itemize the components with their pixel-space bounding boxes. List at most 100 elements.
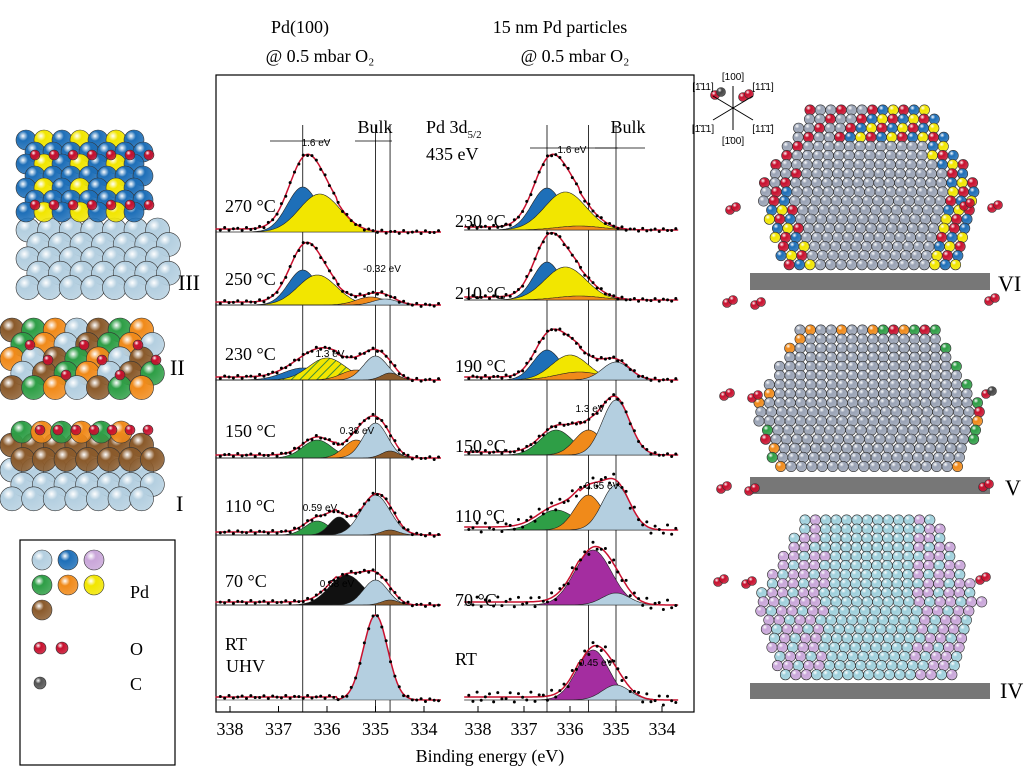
data-point [509, 598, 512, 601]
atom [914, 597, 924, 607]
data-point [228, 375, 231, 378]
data-point [345, 356, 348, 359]
atom [936, 178, 946, 188]
atom [816, 416, 826, 426]
data-point [554, 508, 557, 511]
data-point [587, 553, 590, 556]
atom [38, 276, 62, 300]
data-point [385, 425, 388, 428]
atom [913, 241, 923, 251]
data-point [223, 375, 226, 378]
atom [869, 461, 879, 471]
atom [813, 624, 823, 634]
data-point [505, 697, 508, 700]
atom [874, 178, 884, 188]
data-point [280, 367, 283, 370]
atom [820, 597, 830, 607]
data-point [505, 600, 508, 603]
atom [914, 443, 924, 453]
data-point [389, 434, 392, 437]
data-point [219, 695, 222, 698]
atom [143, 425, 153, 435]
data-point [354, 295, 357, 298]
atom [933, 205, 943, 215]
atom [844, 187, 854, 197]
direction-label: [1̄00] [722, 136, 744, 147]
x-axis-label: Binding energy (eV) [416, 746, 565, 767]
atom [913, 588, 923, 598]
atom [860, 407, 870, 417]
data-point [258, 530, 261, 533]
data-point [389, 507, 392, 510]
atom [824, 660, 834, 670]
atom [959, 223, 969, 233]
data-point [276, 601, 279, 604]
data-point [525, 445, 528, 448]
data-point [267, 296, 270, 299]
data-point [306, 242, 309, 245]
atom [769, 633, 779, 643]
atom [969, 187, 979, 197]
data-point [517, 370, 520, 373]
atom [942, 250, 952, 260]
atom [900, 461, 910, 471]
atom [889, 398, 899, 408]
data-point [654, 227, 657, 230]
atom [798, 205, 808, 215]
atom [833, 434, 843, 444]
data-point [354, 515, 357, 518]
annotation: 0.65 eV [585, 481, 620, 492]
data-point [509, 375, 512, 378]
data-point [219, 377, 222, 380]
atom [801, 670, 811, 680]
data-point [380, 350, 383, 353]
atom [884, 670, 894, 680]
atom [910, 398, 920, 408]
atom [79, 340, 89, 350]
data-point [467, 528, 470, 531]
data-point [245, 602, 248, 605]
data-point [550, 689, 553, 692]
atom [854, 434, 864, 444]
data-point [319, 256, 322, 259]
atom [761, 624, 771, 634]
data-point [550, 425, 553, 428]
data-point [332, 192, 335, 195]
data-point [345, 213, 348, 216]
data-point [670, 380, 673, 383]
data-point [258, 225, 261, 228]
atom [863, 633, 873, 643]
data-point [310, 598, 313, 601]
atom [11, 447, 35, 471]
atom [902, 642, 912, 652]
atom [930, 615, 940, 625]
atom [931, 651, 941, 661]
data-point [563, 683, 566, 686]
data-point [219, 302, 222, 305]
atom [812, 434, 822, 444]
atom [881, 588, 891, 598]
data-point [389, 295, 392, 298]
atom [892, 642, 902, 652]
data-point [604, 358, 607, 361]
data-point [629, 227, 632, 230]
atom [829, 642, 839, 652]
data-point [662, 298, 665, 301]
atom [818, 606, 828, 616]
atom [800, 633, 810, 643]
data-point [467, 694, 470, 697]
data-point [241, 229, 244, 232]
atom [771, 434, 781, 444]
data-point [289, 602, 292, 605]
data-point [310, 350, 313, 353]
atom [795, 398, 805, 408]
atom [938, 624, 948, 634]
data-point [513, 700, 516, 703]
atom [800, 196, 810, 206]
atom [785, 416, 795, 426]
atom [832, 178, 842, 188]
atom [777, 642, 787, 652]
data-point [542, 163, 545, 166]
data-point [666, 524, 669, 527]
data-point [433, 231, 436, 234]
